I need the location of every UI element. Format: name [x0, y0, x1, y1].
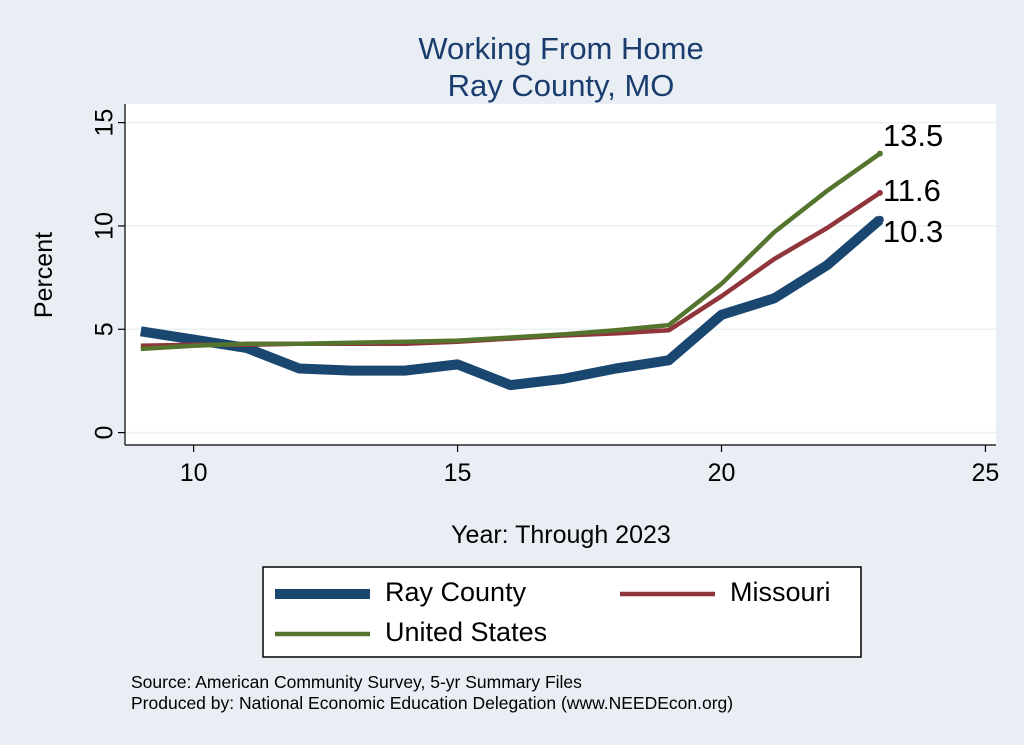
axes: 0 5 10 15 10 15 20 25	[91, 104, 1000, 487]
y-tick-label: 10	[91, 212, 119, 240]
y-axis-title: Percent	[30, 232, 58, 318]
end-label: 13.5	[883, 118, 943, 153]
y-tick-label: 5	[91, 322, 119, 336]
grid-lines	[125, 121, 996, 434]
x-tick-label: 20	[708, 459, 736, 487]
end-labels: 10.3 11.6 13.5	[883, 118, 943, 249]
series-group	[140, 150, 884, 391]
x-tick-label: 15	[444, 459, 472, 487]
legend: Ray County Missouri United States	[275, 577, 831, 647]
chart-title-line-1: Working From Home	[418, 31, 703, 66]
series-line-ray-county	[140, 215, 884, 391]
x-tick-label: 25	[972, 459, 1000, 487]
legend-box	[262, 566, 862, 658]
end-label: 10.3	[883, 214, 943, 249]
series-end-point	[875, 215, 884, 224]
legend-label: United States	[385, 617, 547, 647]
x-axis-title: Year: Through 2023	[451, 521, 671, 549]
chart-title-line-2: Ray County, MO	[448, 68, 675, 103]
source-note: Source: American Community Survey, 5-yr …	[131, 672, 582, 692]
legend-label: Ray County	[385, 577, 527, 607]
y-tick-label: 15	[91, 109, 119, 137]
series-end-point	[876, 150, 883, 157]
series-line-united-states	[140, 151, 882, 352]
producer-note: Produced by: National Economic Education…	[131, 693, 733, 713]
end-label: 11.6	[883, 173, 941, 208]
legend-label: Missouri	[730, 577, 831, 607]
series-end-point	[876, 189, 883, 196]
x-tick-label: 10	[180, 459, 208, 487]
plot-area	[125, 104, 996, 445]
y-tick-label: 0	[91, 426, 119, 440]
